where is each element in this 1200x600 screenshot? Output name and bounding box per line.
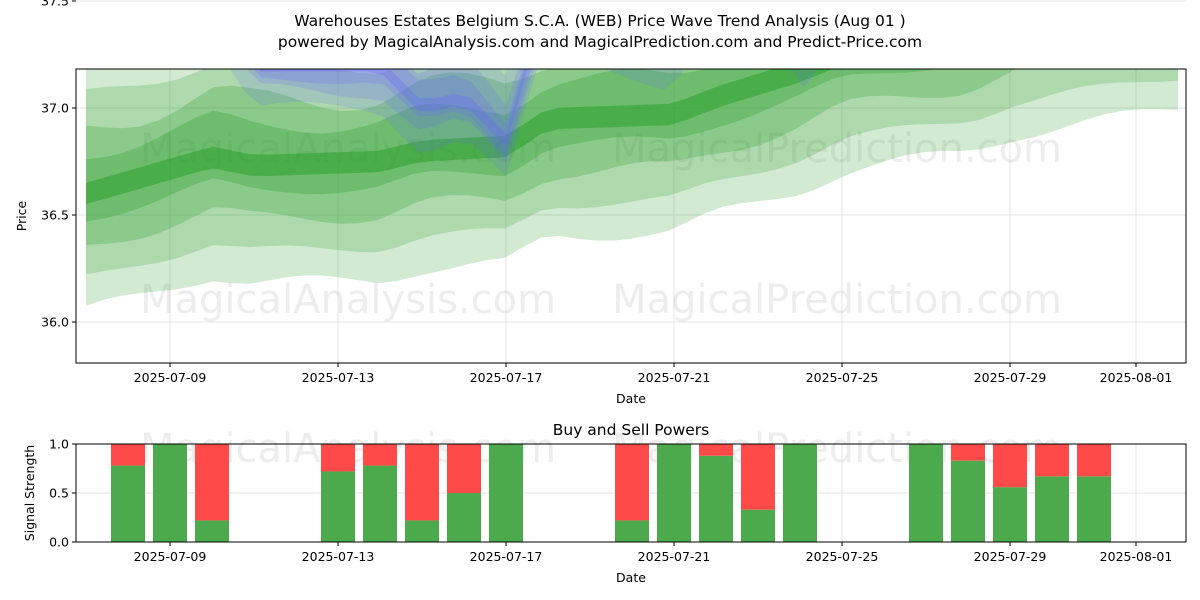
buy-bar [993, 487, 1027, 542]
x-tick-label: 2025-08-01 [1100, 370, 1173, 385]
x-tick-label: 2025-07-29 [974, 370, 1047, 385]
sell-bar [993, 444, 1027, 488]
y-tick-label: 37.5 [41, 0, 69, 9]
watermark-prediction: MagicalPrediction.com [612, 277, 1062, 323]
y-tick-label: 36.0 [41, 315, 69, 330]
x-tick-label: 2025-07-21 [638, 370, 711, 385]
top-plot-area [86, 69, 1178, 306]
buy-bar [783, 444, 817, 542]
watermark-prediction: MagicalPrediction.com [612, 126, 1062, 172]
blue-wave-band [246, 69, 804, 163]
x-tick-label: 2025-07-25 [806, 370, 879, 385]
sell-bar [447, 444, 481, 493]
sell-bar [111, 444, 145, 466]
x-tick-label: 2025-07-25 [806, 549, 879, 564]
buy-bar [699, 455, 733, 542]
y-tick-label: 1.0 [49, 437, 69, 452]
chart-title: Warehouses Estates Belgium S.C.A. (WEB) … [294, 12, 905, 30]
x-tick-label: 2025-07-29 [974, 549, 1047, 564]
sell-bar [195, 444, 229, 521]
y-axis-label: Signal Strength [22, 445, 37, 541]
buy-bar [447, 493, 481, 542]
x-tick-label: 2025-07-09 [134, 370, 207, 385]
buy-bar [321, 471, 355, 542]
x-tick-label: 2025-07-09 [134, 549, 207, 564]
top-grid [76, 0, 1186, 363]
x-tick-label: 2025-07-13 [302, 370, 375, 385]
green-wave-band [86, 69, 1178, 306]
chart-subtitle: powered by MagicalAnalysis.com and Magic… [278, 33, 922, 51]
buy-bar [657, 444, 691, 542]
green-wave-band [86, 69, 1017, 245]
buy-bar [951, 460, 985, 542]
x-axis-label: Date [616, 391, 646, 406]
sell-bar [699, 444, 733, 456]
sell-bar [1077, 444, 1111, 477]
buy-bar [1077, 476, 1111, 542]
sell-bar [363, 444, 397, 466]
buy-bar [111, 465, 145, 542]
sell-bar [405, 444, 439, 521]
buy-bar [195, 520, 229, 542]
x-tick-label: 2025-07-17 [470, 549, 543, 564]
sell-bar [615, 444, 649, 521]
buy-bar [363, 465, 397, 542]
sell-bar [741, 444, 775, 510]
blue-wave-band [258, 69, 528, 147]
x-tick-label: 2025-07-21 [638, 549, 711, 564]
x-tick-label: 2025-07-13 [302, 549, 375, 564]
sell-bar [951, 444, 985, 461]
y-tick-label: 0.0 [49, 535, 69, 550]
green-wave-band [86, 69, 1178, 275]
sell-bar [321, 444, 355, 472]
x-tick-label: 2025-08-01 [1100, 549, 1173, 564]
y-tick-label: 0.5 [49, 486, 69, 501]
y-tick-label: 37.0 [41, 101, 69, 116]
buy-sell-chart: Buy and Sell PowersMagicalAnalysis.comMa… [22, 421, 1187, 585]
x-axis-label: Date [616, 570, 646, 585]
sell-bar [1035, 444, 1069, 477]
buy-bar [489, 444, 523, 542]
buy-bar [1035, 476, 1069, 542]
top-axes-frame [75, 68, 1187, 364]
y-axis-label: Price [14, 200, 29, 231]
buy-bar [153, 444, 187, 542]
blue-wave-band [86, 69, 819, 177]
watermark-analysis: MagicalAnalysis.com [140, 277, 556, 323]
buy-bar [909, 444, 943, 542]
green-wave-band [86, 69, 833, 205]
x-tick-label: 2025-07-17 [470, 370, 543, 385]
price-wave-chart: MagicalAnalysis.com MagicalPrediction.com… [14, 0, 1187, 406]
y-tick-label: 36.5 [41, 208, 69, 223]
bottom-chart-title: Buy and Sell Powers [553, 421, 710, 439]
buy-bar [741, 509, 775, 542]
buy-bar [405, 520, 439, 542]
blue-wave-band [253, 69, 532, 157]
buy-bar [615, 520, 649, 542]
